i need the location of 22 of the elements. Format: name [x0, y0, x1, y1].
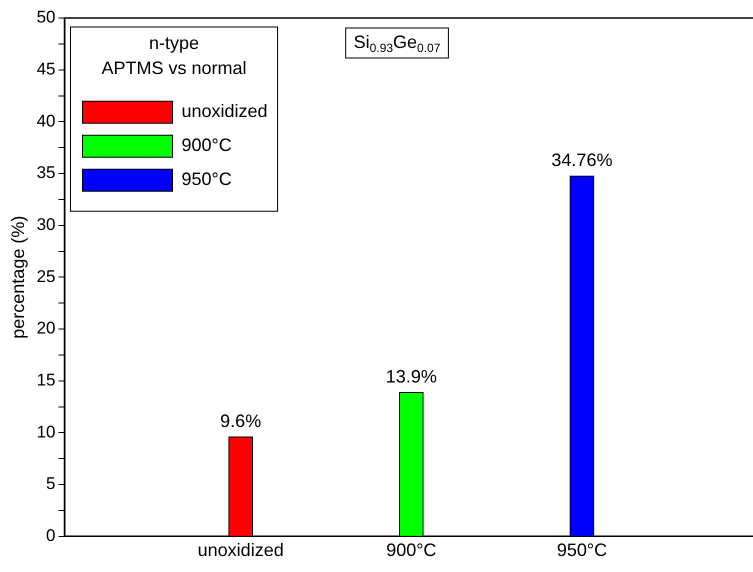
- y-tick-label: 45: [36, 60, 56, 79]
- y-tick-label: 10: [36, 422, 56, 442]
- y-tick-label: 0: [46, 526, 56, 546]
- y-tick-label: 20: [36, 318, 56, 338]
- x-tick-label: 900°C: [386, 540, 436, 560]
- y-axis-title: percentage (%): [8, 216, 28, 339]
- legend-title: n-type APTMS vs normal: [102, 32, 247, 78]
- y-tick-label: 40: [36, 111, 56, 130]
- y-tick-label: 25: [36, 266, 56, 286]
- x-tick-label: unoxidized: [198, 540, 284, 560]
- x-tick-label: 950°C: [556, 540, 608, 560]
- y-tick-label: 35: [36, 163, 56, 182]
- y-tick-label: 5: [46, 474, 56, 494]
- y-tick-label: 30: [36, 215, 56, 234]
- data-label: 13.9%: [386, 366, 437, 386]
- data-label: 9.6%: [220, 410, 262, 431]
- legend-label: 900°C: [182, 135, 232, 156]
- legend-label: 950°C: [182, 169, 232, 190]
- legend-label: unoxidized: [182, 101, 268, 122]
- y-tick-label: 50: [36, 8, 56, 27]
- data-label: 34.76%: [551, 150, 612, 170]
- y-tick-label: 15: [36, 370, 56, 390]
